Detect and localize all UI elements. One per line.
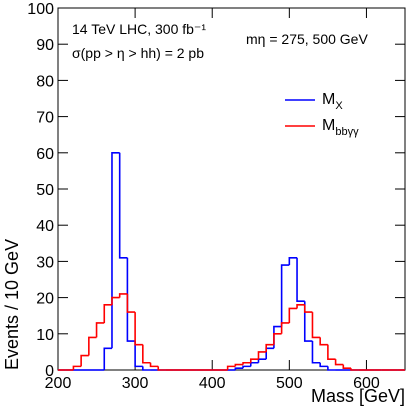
histogram-step bbox=[257, 358, 267, 363]
y-tick-label: 50 bbox=[36, 182, 54, 199]
histogram-step bbox=[134, 341, 143, 368]
histogram-step bbox=[126, 293, 136, 313]
histogram-step bbox=[226, 365, 236, 370]
annotation: 14 TeV LHC, 300 fb⁻¹ bbox=[72, 21, 206, 37]
histogram-step bbox=[273, 325, 282, 349]
histogram-step bbox=[142, 344, 151, 364]
histogram-step bbox=[234, 363, 244, 367]
histogram-step bbox=[72, 365, 82, 370]
histogram-step bbox=[265, 343, 274, 352]
histogram-step bbox=[334, 359, 344, 366]
histogram-step bbox=[242, 361, 251, 365]
histogram-step bbox=[103, 347, 112, 370]
plot-frame bbox=[57, 7, 406, 371]
x-tick-label: 200 bbox=[45, 375, 72, 392]
histogram-step bbox=[303, 301, 313, 342]
histogram-step bbox=[142, 366, 151, 371]
y-tick-label: 20 bbox=[36, 291, 54, 308]
histogram-step bbox=[126, 257, 136, 342]
y-tick-label: 60 bbox=[36, 146, 54, 163]
y-tick-label: 90 bbox=[36, 37, 54, 54]
histogram-step bbox=[111, 152, 120, 349]
x-axis-label: Mass [GeV] bbox=[311, 386, 405, 406]
y-tick-label: 70 bbox=[36, 110, 54, 127]
histogram-step bbox=[280, 322, 290, 334]
legend-label: Mbbγγ bbox=[322, 117, 359, 138]
histogram-step bbox=[280, 264, 290, 327]
annotation: mη = 275, 500 GeV bbox=[246, 31, 368, 47]
histogram-step bbox=[249, 358, 259, 363]
histogram-step bbox=[149, 362, 159, 368]
histogram-step bbox=[95, 322, 105, 338]
histogram-step bbox=[242, 365, 251, 369]
histogram-step bbox=[257, 351, 267, 360]
histogram-step bbox=[88, 336, 97, 356]
x-tick-label: 500 bbox=[276, 375, 303, 392]
histogram-step bbox=[103, 304, 112, 323]
histogram-step bbox=[118, 152, 128, 259]
histogram-step bbox=[134, 312, 143, 346]
histogram-step bbox=[288, 256, 298, 266]
y-tick-label: 80 bbox=[36, 73, 54, 90]
histogram-step bbox=[157, 366, 166, 371]
x-tick-label: 400 bbox=[199, 375, 226, 392]
legend-label: MX bbox=[322, 91, 343, 112]
histogram-step bbox=[118, 293, 128, 298]
y-tick-label: 40 bbox=[36, 218, 54, 235]
histogram-step bbox=[234, 367, 244, 370]
y-tick-label: 30 bbox=[36, 254, 54, 271]
y-axis-label: Events / 10 GeV bbox=[2, 239, 22, 370]
histogram-step bbox=[319, 337, 328, 346]
histogram-step bbox=[350, 368, 359, 371]
histogram-step bbox=[311, 312, 321, 339]
histogram-step bbox=[342, 364, 352, 369]
histogram-step bbox=[303, 304, 313, 313]
x-tick-label: 300 bbox=[122, 375, 149, 392]
histogram-step bbox=[273, 333, 282, 345]
histogram-step bbox=[288, 307, 298, 323]
histogram-step bbox=[296, 257, 305, 303]
histogram-step bbox=[249, 361, 259, 367]
annotation: σ(pp > η > hh) = 2 pb bbox=[72, 45, 204, 61]
histogram-step bbox=[327, 366, 336, 371]
y-tick-label: 0 bbox=[45, 363, 54, 380]
histogram-step bbox=[80, 354, 89, 367]
histogram-step bbox=[265, 347, 274, 360]
histogram-step bbox=[311, 341, 321, 364]
x-tick-label: 600 bbox=[353, 375, 380, 392]
y-tick-label: 100 bbox=[27, 1, 54, 18]
histogram-step bbox=[296, 304, 305, 309]
histogram-step bbox=[319, 362, 328, 368]
y-tick-label: 10 bbox=[36, 327, 54, 344]
histogram-step bbox=[327, 344, 336, 360]
histogram-step bbox=[111, 296, 120, 305]
